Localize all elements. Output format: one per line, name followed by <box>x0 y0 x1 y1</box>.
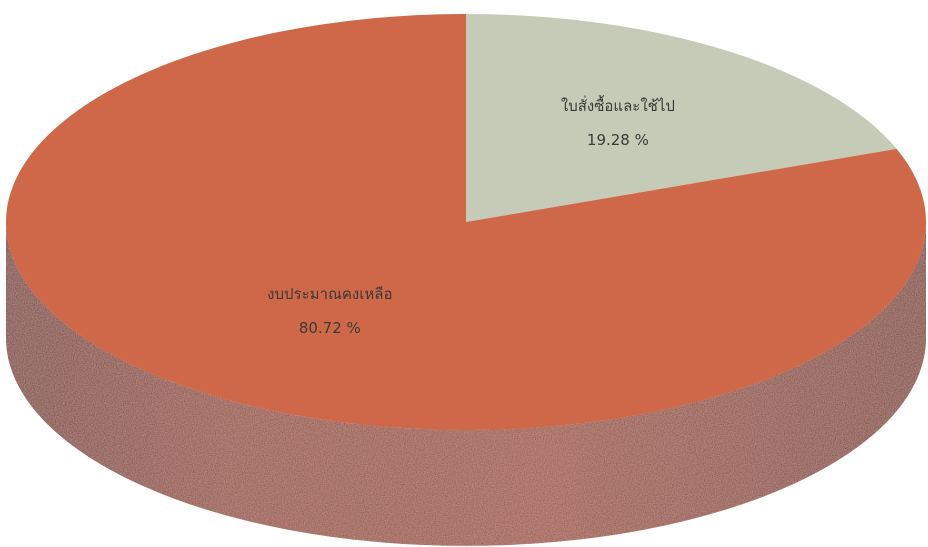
slice-label-remaining-budget: งบประมาณคงเหลือ <box>267 285 392 303</box>
pie-slice-0 <box>466 14 897 222</box>
pie-top-layer <box>5 14 927 431</box>
slice-value-purchase-orders: 19.28 % <box>587 131 649 149</box>
pie-label-layer: ใบสั่งซื้อและใช้ไป 19.28 % งบประมาณคงเหล… <box>267 95 675 337</box>
slice-label-purchase-orders: ใบสั่งซื้อและใช้ไป <box>561 95 675 115</box>
pie-slice-1 <box>5 14 927 431</box>
pie-side-wall <box>6 222 926 546</box>
slice-value-remaining-budget: 80.72 % <box>299 319 361 337</box>
pie-side-layer <box>6 222 926 546</box>
